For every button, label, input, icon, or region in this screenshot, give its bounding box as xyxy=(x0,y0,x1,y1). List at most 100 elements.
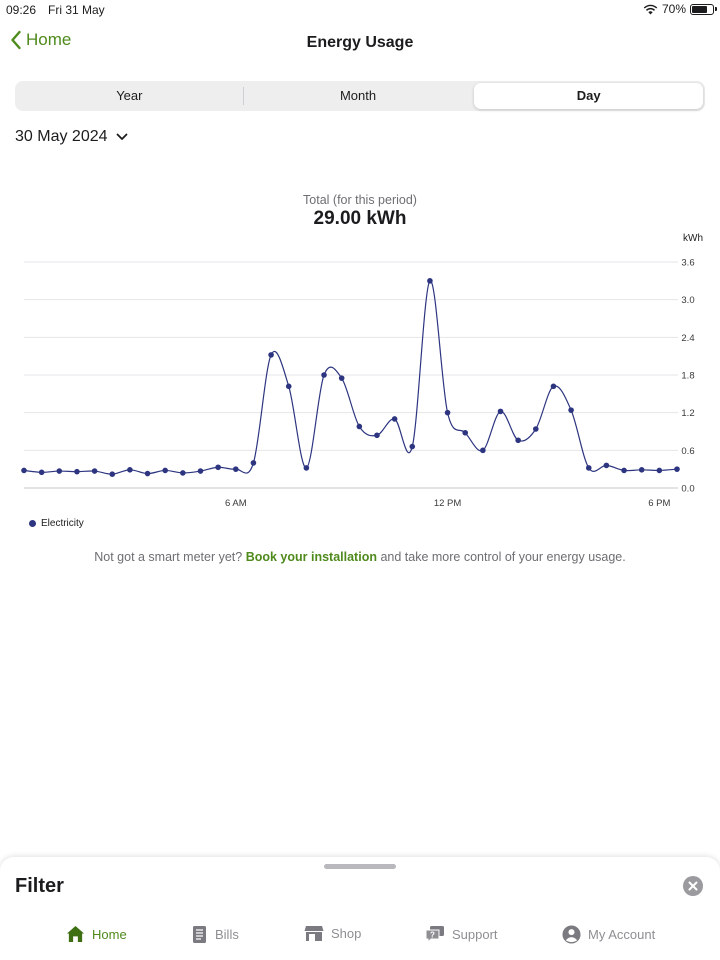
data-point[interactable] xyxy=(391,416,398,422)
tab-home[interactable]: Home xyxy=(66,925,127,943)
data-point[interactable] xyxy=(197,468,204,474)
wifi-icon xyxy=(643,4,658,15)
tab-day-label: Day xyxy=(576,88,601,103)
data-point[interactable] xyxy=(21,467,27,474)
date-selector[interactable]: 30 May 2024 xyxy=(15,128,128,146)
data-point[interactable] xyxy=(232,466,239,472)
data-point[interactable] xyxy=(109,471,116,477)
support-icon: ? xyxy=(425,926,444,943)
data-point[interactable] xyxy=(356,423,363,430)
status-time: 09:26 xyxy=(6,3,37,17)
data-point[interactable] xyxy=(585,465,592,471)
bills-icon xyxy=(193,926,206,943)
chart-grid xyxy=(24,261,678,489)
data-point[interactable] xyxy=(621,467,627,474)
close-icon xyxy=(688,881,698,891)
total-value: 29.00 kWh xyxy=(313,208,407,229)
y-tick-label: 1.8 xyxy=(681,371,694,382)
sheet-grabber[interactable] xyxy=(324,864,396,869)
y-axis-unit: kWh xyxy=(683,233,703,244)
back-button-label: Home xyxy=(26,30,72,49)
period-segmented-control: Year Month Day xyxy=(15,81,705,111)
x-tick-label: 12 PM xyxy=(434,498,462,509)
book-installation-link[interactable]: Book your installation xyxy=(245,550,377,564)
data-point[interactable] xyxy=(427,278,433,284)
data-point[interactable] xyxy=(38,469,45,476)
back-button[interactable]: Home xyxy=(10,30,71,50)
page-title: Energy Usage xyxy=(306,34,414,51)
status-bar: 09:26 Fri 31 May 70% xyxy=(0,0,720,20)
data-point[interactable] xyxy=(444,409,451,416)
chevron-left-icon xyxy=(11,30,21,50)
tab-year[interactable]: Year xyxy=(15,81,244,111)
y-tick-label: 2.4 xyxy=(681,333,694,344)
y-tick-label: 0.0 xyxy=(681,484,694,495)
total-label: Total (for this period) xyxy=(303,193,417,207)
data-point[interactable] xyxy=(91,468,98,474)
data-point[interactable] xyxy=(285,383,292,390)
tab-year-label: Year xyxy=(116,88,143,103)
tab-shop[interactable]: Shop xyxy=(304,925,361,942)
data-point[interactable] xyxy=(180,470,186,476)
tab-bills-label: Bills xyxy=(215,927,239,942)
chart-legend: Electricity xyxy=(29,518,84,529)
data-point[interactable] xyxy=(550,383,557,390)
legend-electricity-marker xyxy=(29,520,36,527)
tab-my-account-label: My Account xyxy=(588,927,656,942)
svg-text:?: ? xyxy=(430,931,435,940)
tab-month[interactable]: Month xyxy=(244,81,473,111)
battery-icon xyxy=(690,3,717,15)
close-filter-button[interactable] xyxy=(683,876,703,896)
legend-electricity-label: Electricity xyxy=(41,518,84,529)
filter-title: Filter xyxy=(15,875,64,897)
y-tick-label: 3.6 xyxy=(681,258,694,269)
account-icon xyxy=(562,925,581,944)
data-point[interactable] xyxy=(74,468,80,475)
data-point[interactable] xyxy=(250,460,257,466)
data-point[interactable] xyxy=(56,468,63,474)
tab-support-label: Support xyxy=(452,926,498,942)
data-point[interactable] xyxy=(638,466,645,473)
chart-x-ticks: 6 AM 12 PM 6 PM xyxy=(225,498,671,509)
data-point[interactable] xyxy=(144,470,151,477)
y-tick-label: 0.6 xyxy=(681,446,694,457)
tab-month-label: Month xyxy=(339,88,377,103)
tab-support[interactable]: ? Support xyxy=(425,925,498,943)
electricity-series-line xyxy=(23,280,678,475)
data-point[interactable] xyxy=(674,466,680,472)
tab-day[interactable]: Day xyxy=(474,83,704,109)
home-icon xyxy=(66,925,85,943)
data-point[interactable] xyxy=(515,437,521,444)
chevron-down-icon xyxy=(116,133,127,140)
tab-home-label: Home xyxy=(92,926,127,942)
data-point[interactable] xyxy=(497,408,504,415)
data-point[interactable] xyxy=(374,432,380,439)
data-point[interactable] xyxy=(568,407,574,413)
data-point[interactable] xyxy=(603,462,610,469)
tab-bar: Home Bills Shop ? Support My Account xyxy=(0,925,720,951)
tab-my-account[interactable]: My Account xyxy=(562,925,655,944)
x-tick-label: 6 AM xyxy=(225,498,247,509)
promo-prefix: Not got a smart meter yet? xyxy=(94,550,243,564)
battery-percent: 70% xyxy=(661,2,686,16)
data-point[interactable] xyxy=(321,372,327,378)
x-tick-label: 6 PM xyxy=(648,498,670,509)
tab-bills[interactable]: Bills xyxy=(192,925,239,944)
data-point[interactable] xyxy=(303,465,310,471)
data-point[interactable] xyxy=(533,426,539,432)
status-date: Fri 31 May xyxy=(48,3,105,17)
data-point[interactable] xyxy=(268,352,274,358)
data-point[interactable] xyxy=(462,429,469,436)
status-right: 70% xyxy=(643,2,717,16)
data-point[interactable] xyxy=(338,375,345,381)
data-point[interactable] xyxy=(480,447,486,454)
data-point[interactable] xyxy=(409,443,416,450)
y-tick-label: 1.2 xyxy=(681,408,694,419)
data-point[interactable] xyxy=(215,464,221,471)
data-point[interactable] xyxy=(127,466,133,473)
shop-icon xyxy=(304,926,324,941)
data-point[interactable] xyxy=(162,467,168,474)
tab-shop-label: Shop xyxy=(331,926,362,941)
data-point[interactable] xyxy=(656,467,663,474)
usage-chart: 3.6 3.0 2.4 1.8 1.2 0.6 0.0 6 AM 12 PM 6 PM kWh xyxy=(21,233,703,509)
